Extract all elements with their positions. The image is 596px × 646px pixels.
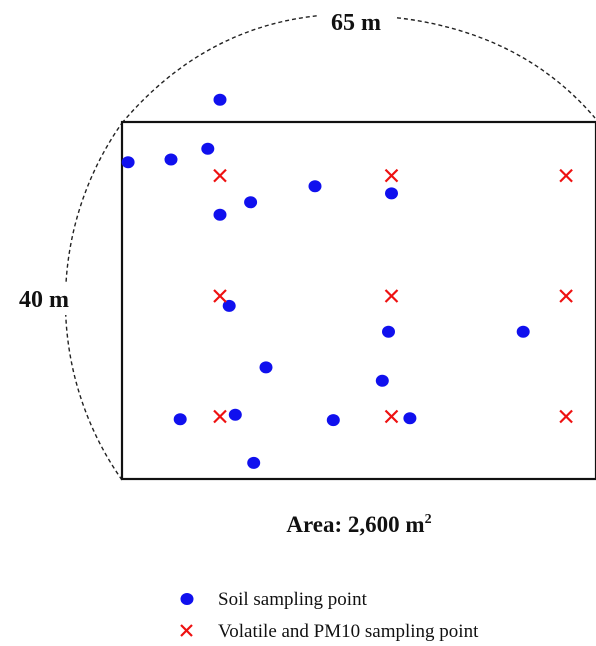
soil-sampling-point [403,412,417,425]
soil-sampling-point [247,456,261,469]
volatile-sampling-point [559,289,573,303]
area-label-text: Area: 2,600 m [286,512,424,537]
volatile-sampling-point [384,409,399,424]
soil-sampling-point [164,153,178,166]
soil-sampling-point [308,180,322,193]
area-label: Area: 2,600 m2 [286,512,431,537]
soil-sampling-point [385,187,398,200]
soil-sampling-point [222,299,236,312]
volatile-sampling-point [559,168,573,183]
soil-sampling-point [516,325,530,338]
sampling-points [121,93,573,469]
soil-sampling-point [228,408,242,421]
soil-sampling-point [201,142,215,155]
soil-sampling-point [244,196,258,209]
volatile-sampling-point [213,289,227,303]
volatile-sampling-point [559,409,573,424]
soil-sampling-point [213,208,227,221]
volatile-sampling-point [384,168,399,183]
soil-sampling-point [375,374,389,387]
legend-soil-marker [180,593,194,605]
volatile-sampling-point [384,289,399,303]
soil-sampling-point [121,156,135,169]
soil-sampling-point [259,361,273,374]
soil-sampling-point [173,413,187,426]
soil-sampling-point [213,93,227,106]
volatile-sampling-point [213,409,227,424]
width-label: 65 m [331,10,381,36]
legend-volatile-marker [180,624,193,637]
height-label: 40 m [19,287,69,313]
soil-sampling-point [382,325,395,338]
volatile-sampling-point [213,168,227,183]
legend-volatile-label: Volatile and PM10 sampling point [218,621,479,642]
legend: Soil sampling point Volatile and PM10 sa… [180,589,479,642]
area-label-superscript: 2 [425,512,432,527]
dimension-arc [64,14,596,481]
site-boundary [120,120,596,481]
legend-soil-label: Soil sampling point [218,589,368,610]
soil-sampling-point [326,414,340,427]
